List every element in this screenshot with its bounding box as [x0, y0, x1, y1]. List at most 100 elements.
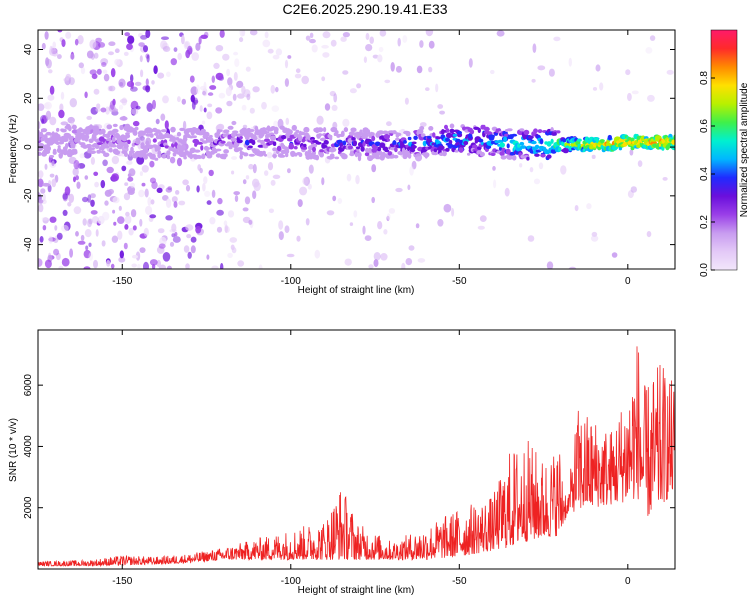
- snr-panel: -150 -100 -50 0 2000 4000 6000 Height of stra…: [8, 329, 676, 596]
- spectrogram-ridge-cell: [485, 145, 492, 149]
- spectrogram-ridge-cell: [374, 141, 381, 147]
- spectrogram-noise-cell: [252, 190, 257, 199]
- spectrogram-noise-cell: [211, 75, 215, 83]
- spectrogram-noise-cell: [73, 159, 80, 170]
- spectrogram-noise-cell: [173, 201, 178, 208]
- spectrogram-ridge-cell: [468, 133, 473, 139]
- spectrogram-noise-cell: [61, 224, 69, 232]
- spectrogram-noise-cell: [89, 69, 97, 75]
- spectrogram-noise-cell: [211, 265, 219, 269]
- spectrogram-noise-cell: [249, 30, 258, 36]
- spectrogram-ridge-cell: [445, 128, 450, 133]
- spectrogram-noise-cell: [637, 160, 643, 168]
- spectrogram-noise-cell: [220, 263, 224, 269]
- spectrogram-ridge-cell: [350, 127, 357, 133]
- spectrogram-noise-cell: [160, 40, 168, 50]
- spectrogram-noise-cell: [165, 187, 173, 193]
- colorbar-tick-label: 0.4: [699, 167, 710, 181]
- spectrogram-noise-cell: [132, 120, 140, 127]
- spectrogram-noise-cell: [199, 105, 203, 112]
- spectrogram-noise-cell: [234, 195, 239, 202]
- spectrogram-noise-cell: [527, 235, 535, 242]
- spectrogram-ridge-cell: [113, 150, 121, 155]
- spectrogram-ridge-cell: [393, 154, 399, 159]
- spectrogram-noise-cell: [245, 66, 251, 72]
- x-tick-label: -150: [112, 576, 132, 587]
- spectrogram-ridge-cell: [555, 130, 561, 134]
- spectrogram-ridge-cell: [150, 153, 156, 159]
- spectrogram-ridge-cell: [236, 147, 244, 151]
- colorbar-ticks: 0.0 0.2 0.4 0.6 0.8: [699, 71, 715, 277]
- spectrogram-noise-cell: [38, 178, 44, 188]
- spectrogram-noise-cell: [67, 116, 75, 124]
- colorbar-tick-label: 0.8: [699, 71, 710, 85]
- spectrogram-noise-cell: [42, 182, 51, 187]
- spectrogram-noise-cell: [145, 78, 149, 86]
- spectrogram-noise-cell: [155, 118, 160, 125]
- spectrogram-ridge-cell: [445, 137, 450, 142]
- spectrogram-ridge-cell: [112, 123, 118, 128]
- y-tick-label: -40: [23, 237, 34, 252]
- spectrogram-ridge-cell: [253, 134, 257, 140]
- spectrogram-noise-cell: [60, 121, 69, 126]
- spectrogram-noise-cell: [149, 160, 155, 168]
- spectrogram-ridge-cell: [546, 154, 552, 159]
- spectrogram-panel: -150 -100 -50 0 -40 -20 0 20 40 Height of strai…: [8, 29, 676, 296]
- spectrogram-noise-cell: [395, 65, 402, 73]
- spectrogram-noise-cell: [119, 250, 125, 259]
- spectrogram-noise-cell: [662, 177, 668, 181]
- spectrogram-noise-cell: [138, 189, 145, 198]
- spectrogram-noise-cell: [353, 210, 358, 218]
- spectrogram-noise-cell: [548, 68, 555, 77]
- spectrogram-ridge-cell: [377, 130, 385, 135]
- spectrogram-noise-cell: [386, 121, 392, 127]
- spectrogram-ridge-cell: [371, 147, 379, 154]
- spectrogram-noise-cell: [165, 215, 173, 221]
- spectrogram-noise-cell: [93, 88, 100, 95]
- spectrogram-ridge-cell: [110, 144, 118, 148]
- spectrogram-noise-cell: [207, 103, 213, 108]
- spectrogram-noise-cell: [139, 247, 146, 254]
- spectrogram-noise-cell: [58, 265, 64, 269]
- spectrogram-noise-cell: [322, 52, 330, 58]
- spectrogram-noise-cell: [342, 118, 350, 127]
- spectrogram-noise-cell: [165, 198, 172, 208]
- spectrogram-ridge-cell: [379, 142, 386, 148]
- spectrogram-noise-cell: [204, 190, 211, 197]
- spectrogram-noise-cell: [147, 197, 152, 206]
- spectrogram-noise-cell: [309, 38, 316, 44]
- spectrogram-noise-cell: [397, 37, 401, 47]
- spectrogram-noise-cell: [94, 181, 99, 188]
- spectrogram-ridge-cell: [274, 127, 279, 132]
- spectrogram-noise-cell: [368, 264, 374, 269]
- spectrogram-noise-cell: [84, 229, 92, 238]
- spectrogram-noise-cell: [69, 248, 73, 258]
- spectrogram-noise-cell: [157, 228, 165, 234]
- spectrogram-noise-cell: [38, 258, 43, 267]
- spectrogram-noise-cell: [110, 68, 116, 78]
- spectrogram-noise-cell: [80, 67, 86, 75]
- spectrogram-noise-cell: [321, 44, 329, 49]
- spectrogram-ridge-cell: [540, 153, 546, 158]
- spectrogram-noise-cell: [262, 39, 271, 48]
- spectrogram-noise-cell: [82, 218, 87, 226]
- y-tick-label: 0: [23, 144, 34, 150]
- spectrogram-ridge-cell: [562, 147, 570, 154]
- spectrogram-ridge-cell: [319, 149, 324, 153]
- spectrogram-noise-cell: [153, 65, 158, 75]
- spectrogram-ridge-cell: [176, 131, 182, 137]
- spectrogram-ridge-cell: [479, 151, 485, 157]
- spectrogram-x-ticks: -150 -100 -50 0: [112, 30, 631, 287]
- spectrogram-noise-cell: [252, 163, 257, 174]
- spectrogram-ridge-cell: [607, 135, 612, 140]
- spectrogram-noise-cell: [174, 232, 178, 237]
- spectrogram-noise-cell: [44, 259, 52, 269]
- spectrogram-noise-cell: [627, 92, 632, 102]
- spectrogram-noise-cell: [231, 170, 235, 175]
- spectrogram-ridge-cell: [355, 146, 361, 150]
- spectrogram-ridge-cell: [215, 148, 222, 152]
- spectrogram-noise-cell: [182, 120, 187, 131]
- spectrogram-noise-cell: [419, 122, 427, 127]
- spectrogram-noise-cell: [125, 211, 130, 217]
- spectrogram-ridge-cell: [49, 155, 55, 158]
